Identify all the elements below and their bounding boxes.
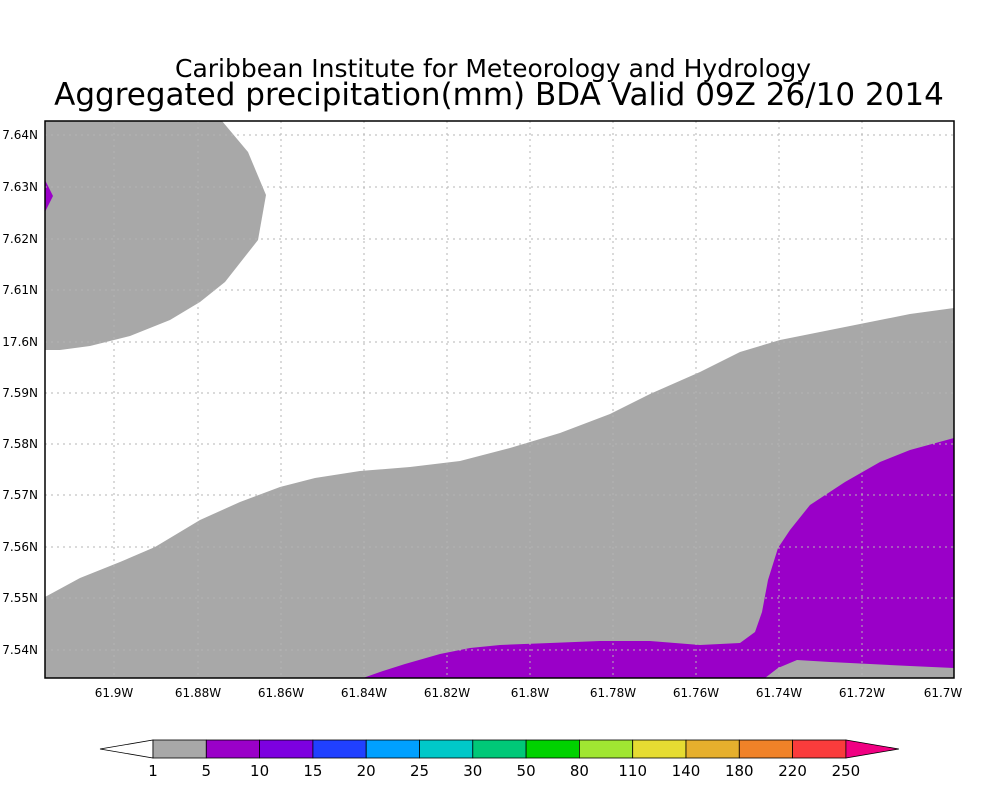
colorbar-swatch xyxy=(365,739,420,759)
lat-tick-label: 7.59N xyxy=(2,386,38,400)
lon-tick-label: 61.84W xyxy=(341,686,387,700)
lat-tick-label: 7.54N xyxy=(2,643,38,657)
lat-tick-label: 17.6N xyxy=(2,335,38,349)
precip-region-purple-west-edge xyxy=(45,180,53,212)
lon-tick-label: 61.78W xyxy=(590,686,636,700)
colorbar-swatch xyxy=(738,739,793,759)
map-title: Caribbean Institute for Meteorology and … xyxy=(175,54,811,83)
lat-tick-label: 7.55N xyxy=(2,591,38,605)
lat-tick-label: 7.61N xyxy=(2,283,38,297)
lon-tick-label: 61.9W xyxy=(95,686,134,700)
colorbar-label: 1 xyxy=(148,762,158,780)
colorbar-label: 5 xyxy=(202,762,212,780)
map-grid xyxy=(45,121,954,678)
lat-tick-label: 7.62N xyxy=(2,232,38,246)
colorbar-label: 20 xyxy=(357,762,376,780)
lat-tick-label: 7.56N xyxy=(2,540,38,554)
lat-tick-label: 7.64N xyxy=(2,128,38,142)
lon-tick-label: 61.88W xyxy=(175,686,221,700)
map-frame xyxy=(44,120,955,679)
lon-tick-label: 61.74W xyxy=(756,686,802,700)
latitude-axis: 7.64N 7.63N 7.62N 7.61N 17.6N 7.59N 7.58… xyxy=(2,128,38,657)
lon-tick-label: 61.72W xyxy=(839,686,885,700)
colorbar-swatch xyxy=(525,739,580,759)
lat-tick-label: 7.58N xyxy=(2,437,38,451)
longitude-axis: 61.9W 61.88W 61.86W 61.84W 61.82W 61.8W … xyxy=(95,686,963,700)
lon-tick-label: 61.8W xyxy=(511,686,550,700)
lon-tick-label: 61.76W xyxy=(673,686,719,700)
colorbar-swatch xyxy=(792,739,847,759)
lon-tick-label: 61.86W xyxy=(258,686,304,700)
colorbar-swatch xyxy=(419,739,474,759)
colorbar-swatch xyxy=(472,739,527,759)
colorbar-label: 180 xyxy=(725,762,754,780)
colorbar-label: 25 xyxy=(410,762,429,780)
colorbar-label: 10 xyxy=(250,762,269,780)
precip-region-gray-northwest xyxy=(45,121,266,350)
precip-region-gray-band xyxy=(45,308,954,678)
colorbar-label: 80 xyxy=(570,762,589,780)
precip-region-purple-southeast xyxy=(363,438,954,678)
colorbar-label: 30 xyxy=(463,762,482,780)
colorbar-label: 220 xyxy=(778,762,807,780)
colorbar-label: 140 xyxy=(672,762,701,780)
colorbar-swatch xyxy=(632,739,687,759)
colorbar-swatch xyxy=(205,739,261,759)
colorbar-label: 50 xyxy=(517,762,536,780)
colorbar-legend: 1 5 10 15 20 25 30 50 80 110 140 180 220 250 xyxy=(99,739,899,780)
colorbar-label: 250 xyxy=(832,762,861,780)
lon-tick-label: 61.82W xyxy=(424,686,470,700)
colorbar-over-triangle xyxy=(845,739,899,759)
colorbar-swatch xyxy=(579,739,634,759)
colorbar-swatch xyxy=(259,739,314,759)
plot-area xyxy=(44,120,955,679)
colorbar-swatch xyxy=(152,739,207,759)
colorbar-label: 110 xyxy=(618,762,647,780)
colorbar-swatch xyxy=(685,739,740,759)
map-subtitle: Aggregated precipitation(mm) BDA Valid 0… xyxy=(54,77,944,113)
colorbar-swatch xyxy=(312,739,367,759)
colorbar-under-triangle xyxy=(99,739,154,759)
colorbar-label: 15 xyxy=(303,762,322,780)
lat-tick-label: 7.63N xyxy=(2,180,38,194)
lat-tick-label: 7.57N xyxy=(2,488,38,502)
lon-tick-label: 61.7W xyxy=(924,686,963,700)
